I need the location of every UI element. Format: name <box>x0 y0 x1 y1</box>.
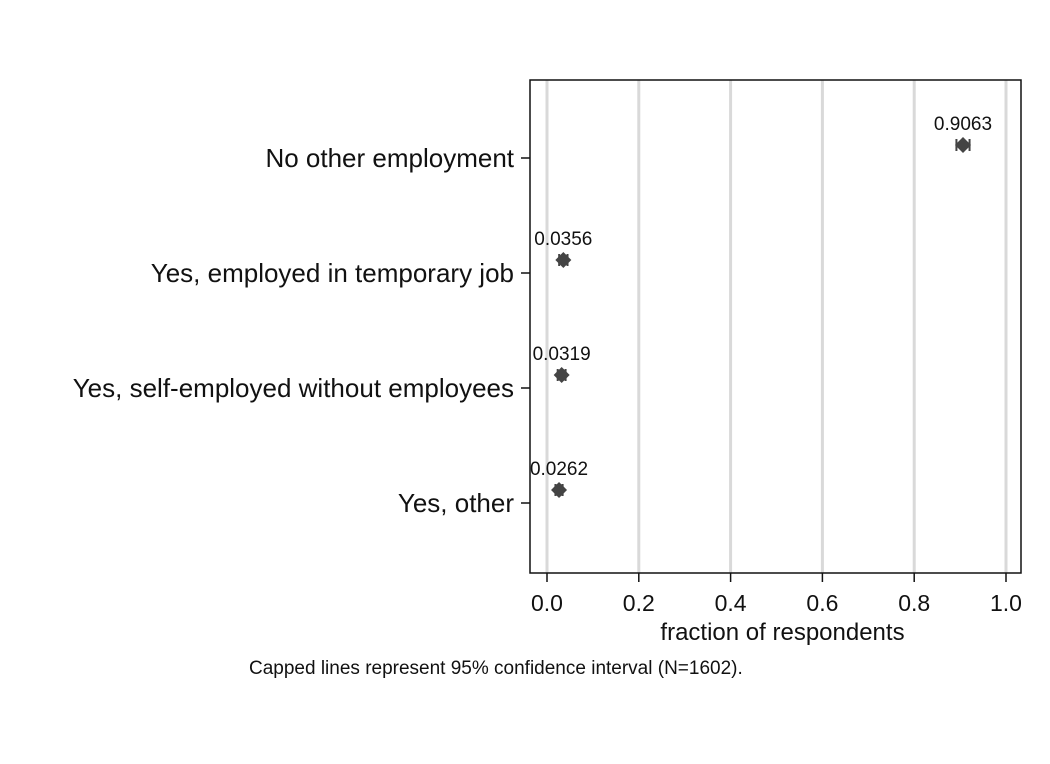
x-tick-label: 0.0 <box>531 590 563 616</box>
data-point <box>555 252 572 268</box>
x-axis: 0.0 0.2 0.4 0.6 0.8 1.0 <box>531 573 1022 616</box>
x-tick-label: 1.0 <box>990 590 1022 616</box>
grid-lines <box>545 80 1008 573</box>
chart-note: Capped lines represent 95% confidence in… <box>249 658 743 679</box>
data-point <box>954 137 971 153</box>
x-tick-label: 0.6 <box>806 590 838 616</box>
category-label: Yes, employed in temporary job <box>151 258 514 288</box>
x-tick-label: 0.2 <box>623 590 655 616</box>
category-label: Yes, self-employed without employees <box>73 373 514 403</box>
data-point <box>551 482 568 498</box>
data-point <box>553 367 570 383</box>
category-label: No other employment <box>265 143 514 173</box>
category-label: Yes, other <box>398 488 514 518</box>
plot-frame <box>529 79 1022 574</box>
confidence-intervals <box>554 139 971 496</box>
data-label: 0.9063 <box>934 114 992 135</box>
data-label: 0.0262 <box>530 459 588 480</box>
data-markers <box>551 137 971 498</box>
data-label: 0.0319 <box>533 344 591 365</box>
x-tick-label: 0.4 <box>715 590 747 616</box>
x-axis-title: fraction of respondents <box>660 619 904 646</box>
x-tick-label: 0.8 <box>898 590 930 616</box>
data-labels: 0.9063 0.0356 0.0319 0.0262 <box>530 114 992 480</box>
data-label: 0.0356 <box>534 229 592 250</box>
y-axis: No other employment Yes, employed in temp… <box>73 143 530 518</box>
